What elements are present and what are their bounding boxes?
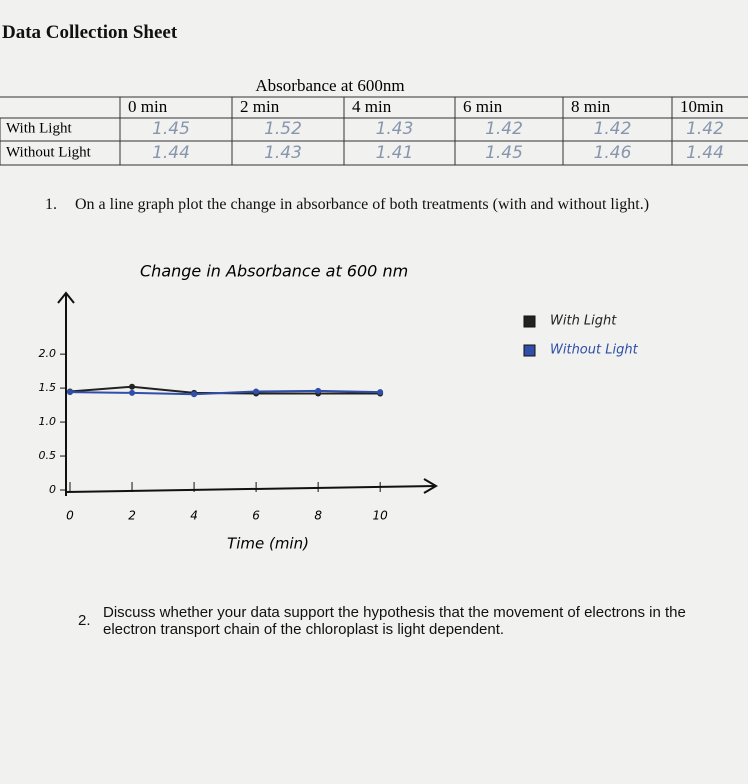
x-tick-label: 6 — [252, 509, 260, 523]
column-header: 6 min — [463, 97, 503, 116]
cell-value: 1.43 — [376, 119, 414, 139]
column-header: 10min — [680, 97, 724, 116]
column-header: 8 min — [571, 97, 611, 116]
legend-label: Without Light — [550, 343, 639, 358]
x-axis-label: Time (min) — [227, 535, 309, 553]
data-point — [129, 383, 136, 390]
x-axis — [65, 485, 437, 493]
table-group-header: Absorbance at 600nm — [255, 76, 404, 95]
series-line — [69, 389, 381, 396]
y-tick-label: 1.0 — [39, 415, 57, 428]
row-label: Without Light — [6, 144, 92, 160]
data-point — [377, 389, 384, 396]
y-tick-label: 0.5 — [39, 449, 57, 462]
legend-label: With Light — [550, 314, 617, 329]
x-tick-label: 2 — [128, 509, 136, 523]
column-header: 0 min — [128, 97, 168, 116]
y-tick-label: 0 — [49, 483, 56, 496]
cell-value: 1.42 — [686, 119, 724, 139]
legend-swatch — [523, 344, 536, 357]
row-label: With Light — [6, 120, 72, 136]
cell-value: 1.52 — [264, 119, 302, 139]
cell-value: 1.46 — [594, 143, 632, 163]
x-tick-label: 0 — [66, 509, 74, 523]
cell-value: 1.42 — [594, 119, 632, 139]
chart-title: Change in Absorbance at 600 nm — [140, 262, 408, 281]
data-point — [129, 389, 136, 396]
question-number: 1. — [45, 196, 57, 213]
x-tick-label: 8 — [314, 509, 322, 523]
column-header: 4 min — [352, 97, 392, 116]
x-tick-label: 10 — [373, 509, 389, 523]
legend-swatch — [523, 315, 536, 328]
cell-value: 1.41 — [376, 143, 414, 163]
data-point — [67, 389, 73, 396]
cell-value: 1.44 — [686, 143, 724, 163]
y-tick-label: 1.5 — [39, 381, 57, 394]
question-text: On a line graph plot the change in absor… — [75, 196, 650, 213]
cell-value: 1.45 — [152, 119, 190, 139]
cell-value: 1.43 — [264, 143, 302, 163]
x-tick-label: 4 — [190, 509, 198, 523]
question-number: 2. — [78, 612, 91, 629]
data-point — [253, 388, 260, 395]
x-axis-arrow — [423, 478, 438, 494]
sheet-title: Data Collection Sheet — [2, 22, 178, 43]
question-text: Discuss whether your data support the hy… — [103, 604, 686, 638]
data-point — [191, 391, 198, 398]
cell-value: 1.42 — [485, 119, 523, 139]
y-tick-label: 2.0 — [39, 347, 57, 360]
cell-value: 1.44 — [152, 143, 190, 163]
column-header: 2 min — [240, 97, 280, 116]
y-axis-arrow — [57, 291, 75, 304]
cell-value: 1.45 — [485, 143, 523, 163]
data-point — [315, 387, 322, 394]
